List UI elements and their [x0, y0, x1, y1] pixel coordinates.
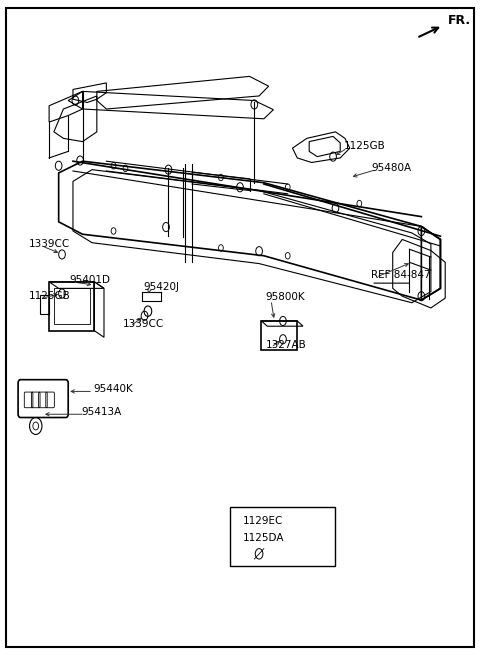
Text: 95401D: 95401D	[69, 275, 110, 285]
Text: 95413A: 95413A	[82, 407, 122, 417]
Text: REF 84-847: REF 84-847	[371, 271, 431, 280]
Text: 1327AB: 1327AB	[266, 340, 307, 350]
Text: 95800K: 95800K	[266, 293, 305, 303]
Bar	[230, 507, 336, 565]
Text: 95480A: 95480A	[372, 162, 412, 173]
Text: 95440K: 95440K	[93, 384, 133, 394]
Text: 1339CC: 1339CC	[123, 319, 164, 329]
Text: 1129EC: 1129EC	[242, 516, 283, 526]
Text: 1125GB: 1125GB	[29, 291, 71, 301]
Text: 1339CC: 1339CC	[29, 239, 70, 249]
Text: 95420J: 95420J	[144, 282, 180, 292]
Text: 1125DA: 1125DA	[242, 533, 284, 543]
Text: 1125GB: 1125GB	[344, 141, 386, 151]
Text: FR.: FR.	[447, 14, 471, 28]
